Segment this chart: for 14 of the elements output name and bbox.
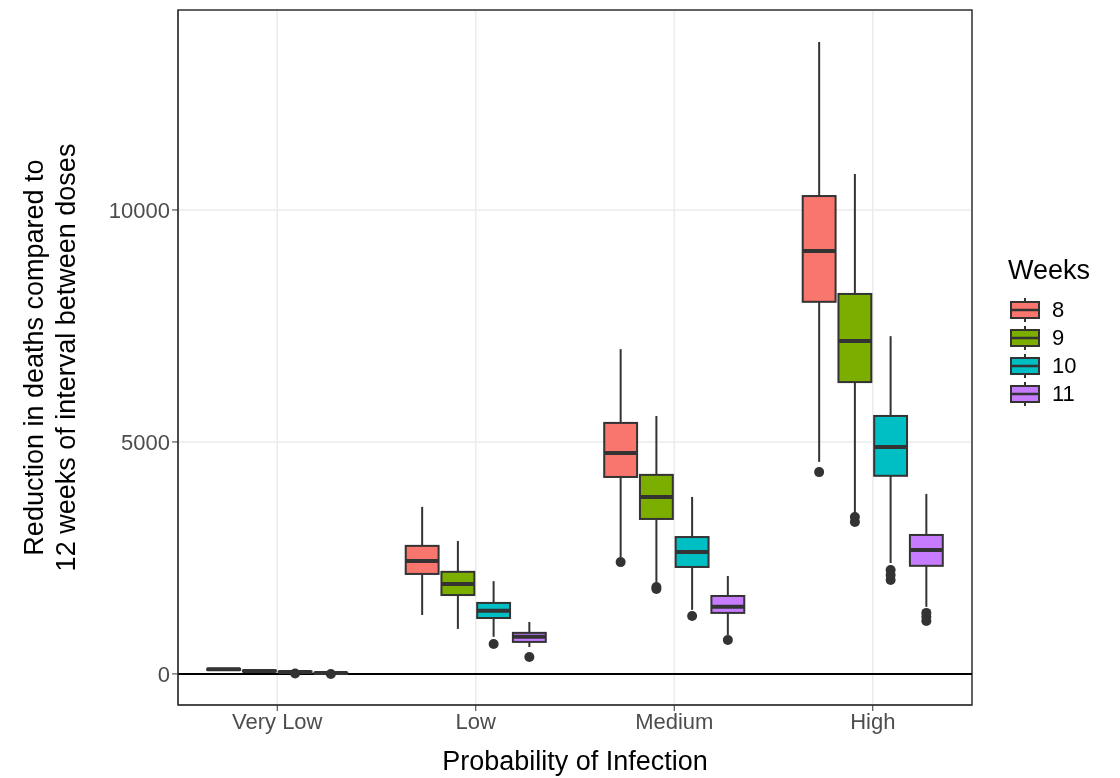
legend-title: Weeks [1008, 255, 1091, 286]
x-tick-label: Low [455, 708, 497, 734]
y-tick-label: 5000 [121, 429, 170, 455]
legend-label: 9 [1052, 325, 1065, 351]
legend-label: 11 [1052, 381, 1075, 407]
x-axis-title: Probability of Infection [442, 746, 708, 776]
x-tick-label: High [850, 708, 896, 734]
y-tick-label: 10000 [108, 197, 170, 223]
x-tick-label: Medium [635, 708, 714, 734]
legend-label: 10 [1052, 353, 1077, 379]
y-axis-title: Reduction in deaths compared to 12 weeks of interval between doses [19, 143, 81, 572]
x-tick-label: Very Low [232, 708, 323, 734]
legend-label: 8 [1052, 297, 1065, 323]
y-tick-label: 0 [157, 661, 170, 687]
